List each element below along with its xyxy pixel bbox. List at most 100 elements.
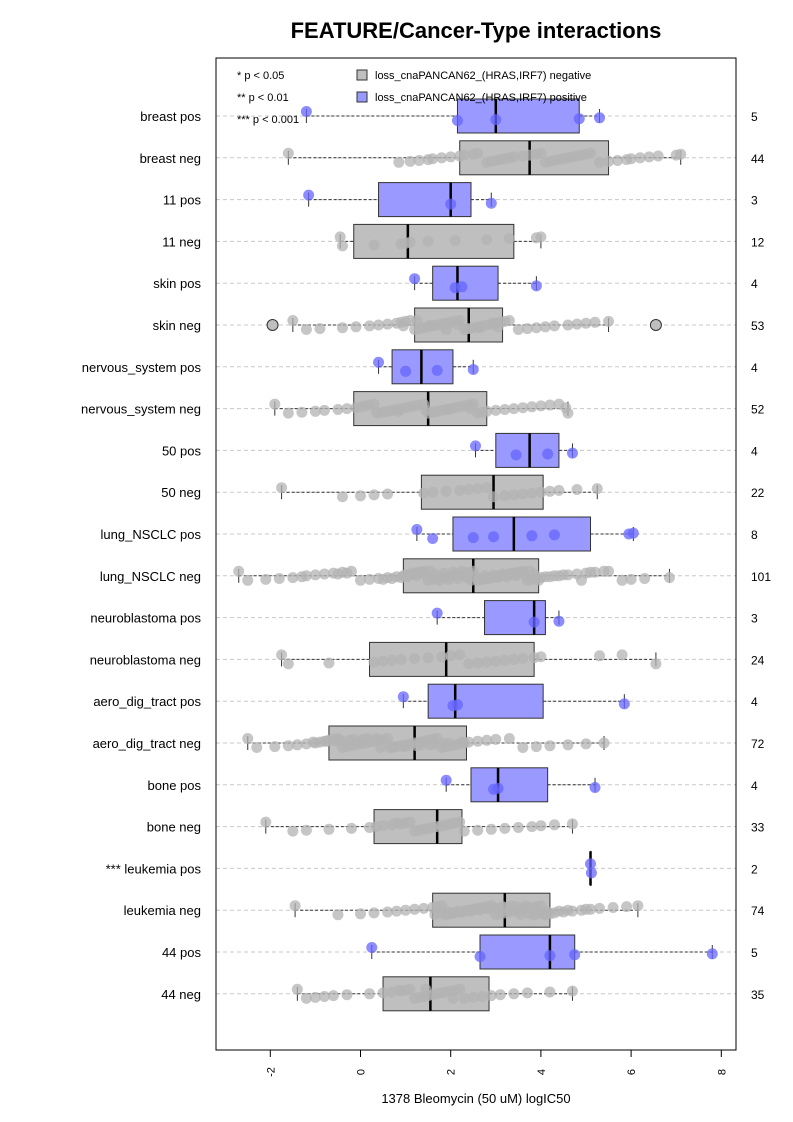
data-point <box>454 816 466 828</box>
category-label: neuroblastoma pos <box>90 611 201 626</box>
data-point <box>391 817 403 829</box>
data-point <box>510 449 522 461</box>
legend: * p < 0.05 ** p < 0.01 *** p < 0.001 loss_c… <box>237 69 591 126</box>
data-point <box>366 942 378 953</box>
data-point <box>391 905 403 917</box>
data-point <box>445 650 457 662</box>
data-point <box>341 989 353 1001</box>
data-point <box>415 566 427 578</box>
data-point <box>422 652 434 664</box>
data-point <box>544 986 556 998</box>
data-point <box>553 905 565 917</box>
data-point <box>472 824 484 836</box>
data-point <box>336 491 348 503</box>
sample-count-label: 74 <box>751 904 765 918</box>
data-point <box>318 568 330 580</box>
data-point <box>589 316 601 328</box>
data-point <box>269 741 281 753</box>
data-point <box>447 992 459 1004</box>
data-point <box>377 573 389 585</box>
category-row: nervous_system neg 52 <box>81 391 765 427</box>
category-row: nervous_system pos 4 <box>82 349 758 385</box>
category-row: neuroblastoma pos 3 <box>90 600 758 636</box>
data-point <box>418 487 430 499</box>
sample-count-label: 4 <box>751 779 758 793</box>
x-axis-label: 1378 Bleomycin (50 uM) logIC50 <box>381 1091 570 1106</box>
data-point <box>542 448 554 460</box>
data-point <box>382 488 394 500</box>
data-point <box>318 991 330 1002</box>
category-row: skin neg 53 <box>153 307 765 343</box>
data-point <box>488 569 500 581</box>
data-point <box>309 991 321 1003</box>
data-point <box>548 570 560 582</box>
data-point <box>544 740 556 752</box>
sample-count-label: 35 <box>751 988 765 1002</box>
x-tick-label: 4 <box>536 1069 548 1075</box>
category-label: skin pos <box>153 276 201 291</box>
data-point <box>594 156 606 168</box>
data-point <box>519 900 531 912</box>
data-point <box>526 401 538 413</box>
data-point <box>370 406 382 418</box>
data-point <box>436 651 448 663</box>
data-point <box>485 823 497 835</box>
data-point <box>420 404 432 416</box>
data-point <box>454 983 466 995</box>
category-row: 11 neg 12 <box>162 223 765 259</box>
data-point <box>566 818 578 830</box>
sample-count-label: 4 <box>751 695 758 709</box>
data-point <box>451 905 463 917</box>
data-point <box>454 484 466 496</box>
legend-entry-label: loss_cnaPANCAN62_(HRAS,IRF7) negative <box>375 70 591 82</box>
data-point <box>364 988 376 1000</box>
data-point <box>456 736 468 748</box>
data-point <box>260 573 272 585</box>
data-point <box>409 273 421 285</box>
category-row: bone neg 33 <box>147 809 765 845</box>
data-point <box>548 320 560 332</box>
data-point <box>524 565 536 577</box>
data-point <box>303 189 315 201</box>
data-point <box>632 900 644 912</box>
data-point <box>517 488 529 500</box>
data-point <box>481 405 493 417</box>
data-point <box>386 654 398 666</box>
data-point <box>639 573 651 584</box>
data-point <box>427 153 439 165</box>
data-point <box>603 315 615 327</box>
data-point <box>341 403 353 415</box>
data-point <box>594 902 606 914</box>
data-point <box>395 572 407 584</box>
data-point <box>571 484 583 495</box>
data-point <box>289 900 301 912</box>
category-row: skin pos 4 <box>153 265 758 301</box>
data-point <box>321 735 333 747</box>
data-point <box>460 323 472 335</box>
data-point <box>535 231 547 243</box>
data-point <box>476 991 488 1002</box>
data-point <box>375 742 387 753</box>
data-point <box>282 658 294 670</box>
data-point <box>548 529 560 541</box>
data-point <box>535 486 547 498</box>
data-point <box>517 653 529 664</box>
data-point <box>524 908 536 920</box>
data-point <box>526 487 538 499</box>
data-point <box>451 573 463 584</box>
data-point <box>291 983 303 995</box>
data-point <box>420 983 432 995</box>
data-point <box>616 649 628 661</box>
category-label: *** leukemia pos <box>106 861 202 876</box>
category-label: lung_NSCLC neg <box>100 569 201 584</box>
data-point <box>397 741 409 753</box>
data-point <box>296 406 308 418</box>
data-point <box>233 565 245 577</box>
data-point <box>350 321 362 333</box>
data-point <box>427 486 439 498</box>
data-point <box>440 774 452 786</box>
data-point <box>411 315 423 326</box>
data-point <box>345 822 357 834</box>
data-point <box>625 573 637 585</box>
